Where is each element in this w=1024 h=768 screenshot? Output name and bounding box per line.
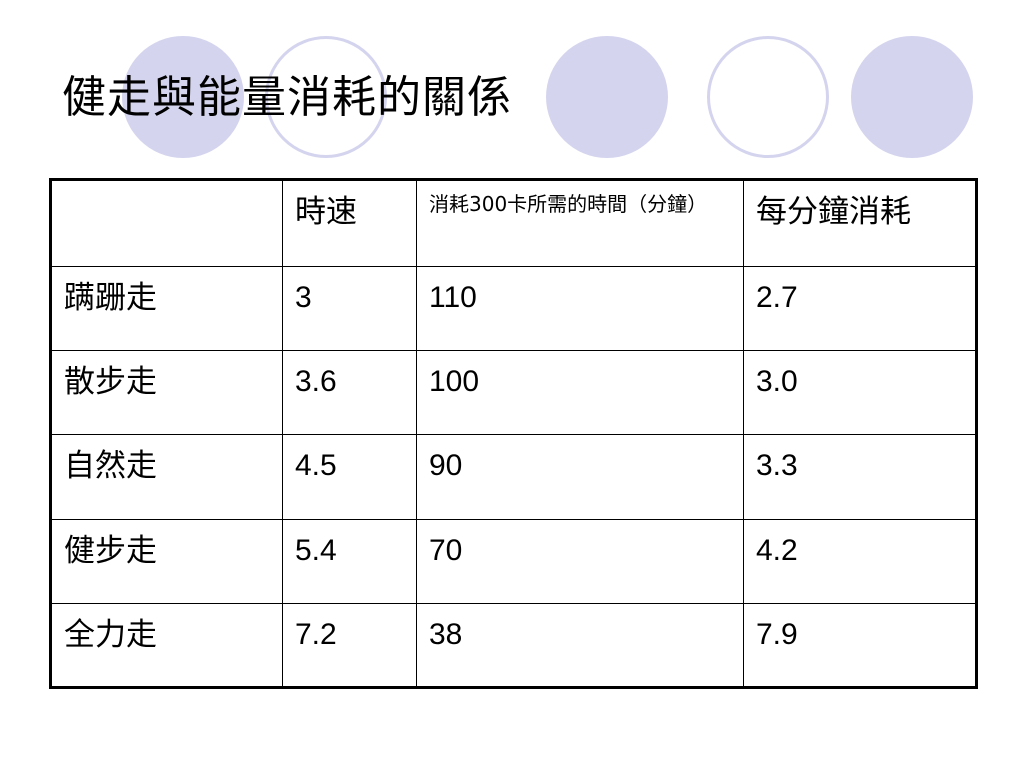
header-cell-per-minute: 每分鐘消耗 [743,178,977,268]
row-minutes: 70 [416,518,744,604]
decorative-circle [122,36,244,158]
header-cell-speed: 時速 [282,178,417,268]
table-header-row: 時速 消耗300卡所需的時間（分鐘） 每分鐘消耗 [50,178,977,268]
header-cell-minutes: 消耗300卡所需的時間（分鐘） [416,178,744,268]
row-per-minute: 2.7 [743,266,977,352]
row-per-minute: 3.0 [743,350,977,436]
row-per-minute: 3.3 [743,434,977,520]
row-minutes: 38 [416,602,744,689]
row-speed: 7.2 [282,602,417,689]
decorative-circle-outline [707,36,829,158]
row-walk-type: 自然走 [50,434,283,520]
row-per-minute: 4.2 [743,518,977,604]
decorative-circle-outline [265,36,387,158]
table-row: 全力走 7.2 38 7.9 [50,602,977,689]
row-per-minute: 7.9 [743,602,977,689]
decorative-circle [546,36,668,158]
table-row: 健步走 5.4 70 4.2 [50,518,977,604]
row-speed: 3 [282,266,417,352]
row-walk-type: 全力走 [50,602,283,689]
table-row: 自然走 4.5 90 3.3 [50,434,977,520]
table-row: 蹒跚走 3 110 2.7 [50,266,977,352]
row-walk-type: 散步走 [50,350,283,436]
decorative-circle [851,36,973,158]
walking-energy-table: 時速 消耗300卡所需的時間（分鐘） 每分鐘消耗 蹒跚走 3 110 2.7 散… [49,178,978,689]
row-walk-type: 健步走 [50,518,283,604]
slide-title: 健走與能量消耗的關係 [62,72,512,123]
row-minutes: 110 [416,266,744,352]
row-walk-type: 蹒跚走 [50,266,283,352]
row-speed: 4.5 [282,434,417,520]
row-minutes: 90 [416,434,744,520]
row-speed: 3.6 [282,350,417,436]
row-speed: 5.4 [282,518,417,604]
row-minutes: 100 [416,350,744,436]
table-row: 散步走 3.6 100 3.0 [50,350,977,436]
header-cell-empty [50,178,283,268]
